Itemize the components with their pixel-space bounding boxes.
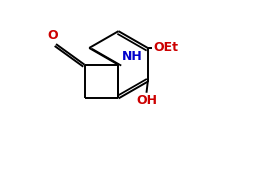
Text: O: O bbox=[48, 29, 58, 42]
Text: OEt: OEt bbox=[154, 42, 179, 55]
Text: NH: NH bbox=[122, 50, 142, 63]
Text: OH: OH bbox=[136, 94, 157, 107]
